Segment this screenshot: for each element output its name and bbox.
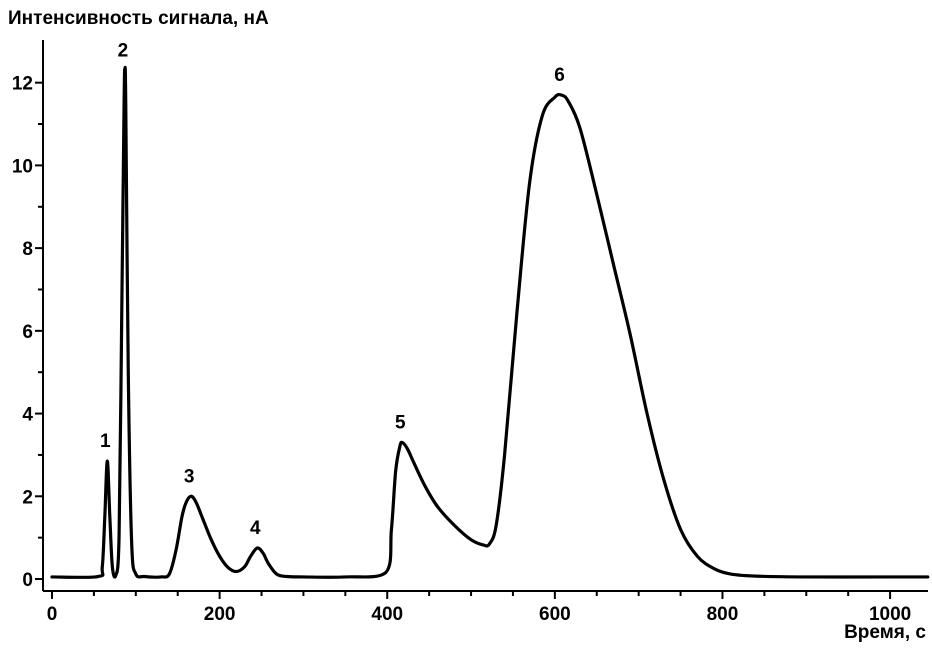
peak-label-6: 6 [554, 65, 565, 86]
axes [42, 40, 928, 592]
y-axis-title: Интенсивность сигнала, нА [8, 8, 269, 29]
signal-line [50, 65, 930, 579]
peak-label-1: 1 [100, 431, 111, 452]
x-tick-label: 800 [707, 604, 739, 625]
y-tick-label: 2 [22, 487, 33, 508]
y-tick-label: 10 [12, 156, 33, 177]
x-tick-label: 200 [204, 604, 236, 625]
y-tick-label: 4 [22, 405, 33, 426]
peak-labels: 1 2 3 4 5 6 [100, 40, 565, 539]
peak-label-3: 3 [184, 466, 195, 487]
peak-label-4: 4 [250, 518, 261, 539]
y-tick-label: 6 [22, 322, 33, 343]
series [50, 65, 930, 579]
y-tick-label: 0 [22, 570, 33, 591]
x-tick-label: 400 [371, 604, 403, 625]
ticks: 0 2 4 6 8 10 12 0 200 400 600 800 1000 [12, 74, 911, 625]
x-tick-label: 600 [539, 604, 571, 625]
x-tick-label: 1000 [869, 604, 911, 625]
peak-label-5: 5 [395, 413, 406, 434]
y-tick-label: 8 [22, 239, 33, 260]
x-axis-title: Время, с [844, 622, 926, 643]
peak-label-2: 2 [118, 40, 129, 61]
x-tick-label: 0 [47, 604, 58, 625]
y-tick-label: 12 [12, 74, 33, 95]
